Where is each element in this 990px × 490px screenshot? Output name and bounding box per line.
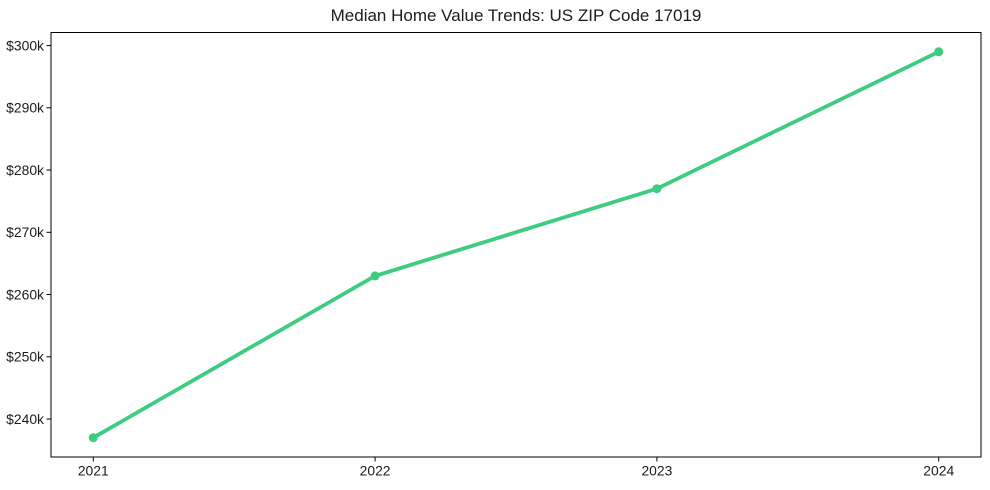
- x-tick-label: 2023: [641, 463, 672, 479]
- y-tick-label: $280k: [6, 162, 44, 178]
- data-point-marker: [934, 47, 944, 57]
- y-tick-label: $240k: [6, 411, 44, 427]
- plot-border: [50, 32, 982, 458]
- x-tick-label: 2022: [360, 463, 391, 479]
- y-tick-label: $290k: [6, 100, 44, 116]
- data-point-marker: [652, 184, 662, 194]
- y-tick-label: $270k: [6, 224, 44, 240]
- trend-line: [91, 49, 941, 440]
- data-point-marker: [370, 271, 380, 281]
- plot-area: $240k $250k $260k $270k $280k $290k $300k 2021 2…: [6, 32, 982, 479]
- chart-title: Median Home Value Trends: US ZIP Code 17…: [331, 6, 702, 25]
- y-tick-label: $260k: [6, 286, 44, 302]
- y-tick-label: $300k: [6, 37, 44, 53]
- data-point-marker: [88, 433, 98, 443]
- y-tick-label: $250k: [6, 349, 44, 365]
- x-tick-label: 2021: [78, 463, 109, 479]
- x-tick-label: 2024: [923, 463, 954, 479]
